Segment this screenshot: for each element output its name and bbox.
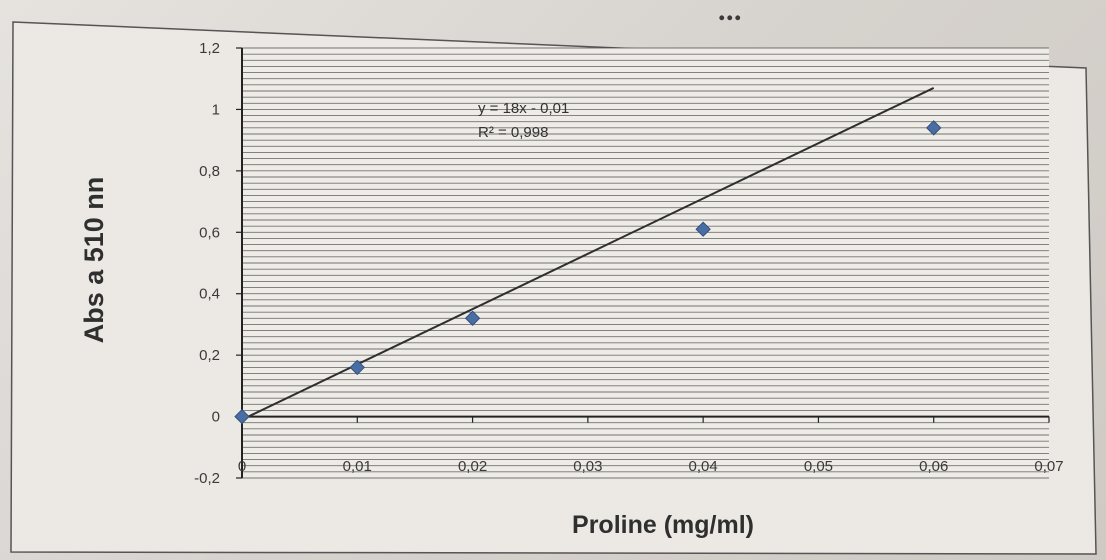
- data-point: [695, 221, 711, 237]
- y-axis-title: Abs a 510 nn: [79, 177, 109, 344]
- grid-lines: [242, 47, 1049, 479]
- y-tick-labels: -0,2 0 0,2 0,4 0,6 0,8 1 1,2: [194, 40, 242, 487]
- y-tick-label: 0,4: [199, 286, 220, 303]
- x-tick-label: 0,04: [689, 458, 718, 475]
- y-tick-label: 0,2: [199, 347, 220, 364]
- x-tick-label: 0,03: [573, 458, 602, 475]
- y-tick-label: 0,8: [199, 163, 220, 180]
- data-point: [926, 120, 942, 136]
- y-tick-label: -0,2: [194, 470, 220, 487]
- trendline-equation: y = 18x - 0,01: [478, 100, 569, 117]
- data-point: [349, 359, 365, 376]
- x-tick-label: 0,01: [343, 458, 372, 475]
- data-points: [234, 120, 942, 425]
- y-tick-label: 1: [212, 101, 220, 118]
- x-tick-label: 0,02: [458, 458, 487, 475]
- chart: -0,200,20,40,60,811,2 0 0,01 0,02 0,03 0,04 0…: [10, 21, 1097, 555]
- y-tick-label: 0: [212, 409, 220, 426]
- y-tick-label: 1,2: [199, 40, 220, 57]
- data-point: [464, 310, 481, 326]
- trendline-r2: R² = 0,998: [478, 124, 548, 141]
- x-axis-title: Proline (mg/ml): [572, 511, 754, 539]
- x-tick-label: 0: [238, 458, 246, 475]
- x-tick-label: 0,05: [804, 458, 833, 475]
- y-tick-label: 0,6: [199, 224, 220, 241]
- data-point: [234, 408, 250, 425]
- x-tick-label: 0,06: [919, 458, 948, 475]
- x-tick-label: 0,07: [1034, 458, 1063, 475]
- x-tick-labels: 0 0,01 0,02 0,03 0,04 0,05 0,06 0,07: [238, 416, 1064, 475]
- page-heading-fragment: ...: [718, 0, 742, 27]
- axes: [241, 48, 1049, 478]
